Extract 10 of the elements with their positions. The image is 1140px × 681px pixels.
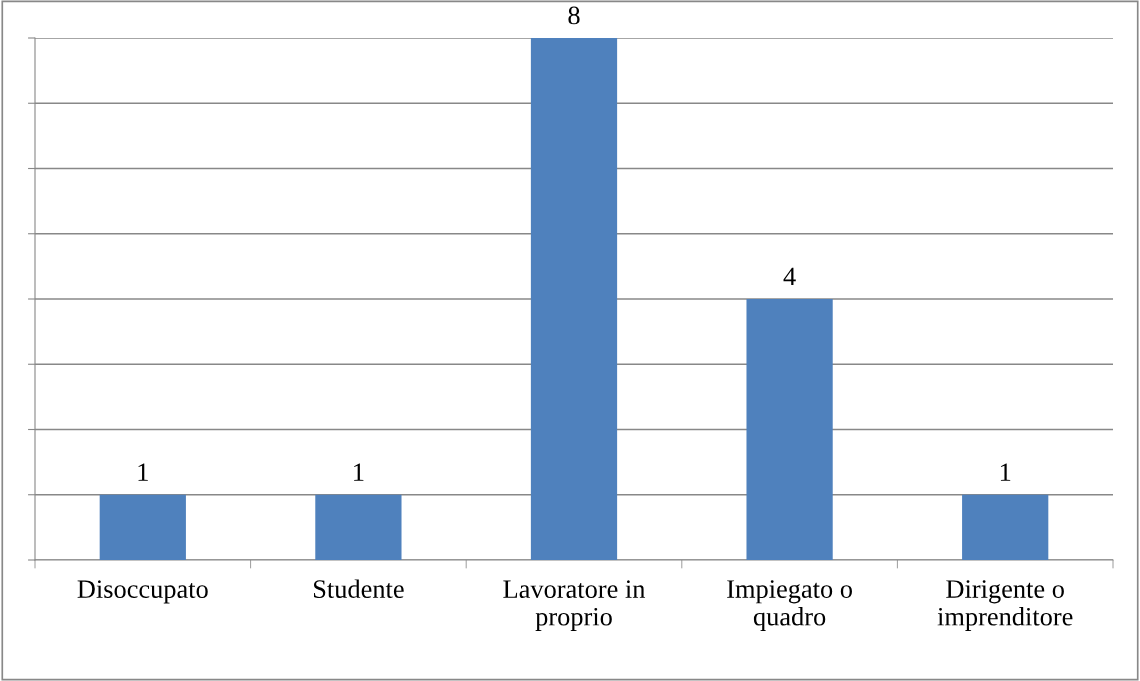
x-tick-label: Impiegato o quadro xyxy=(727,580,852,631)
x-tick-label: Lavoratore in proprio xyxy=(503,580,646,631)
data-label: 4 xyxy=(783,267,796,286)
data-label: 1 xyxy=(1000,463,1011,481)
data-label: 1 xyxy=(138,463,148,481)
x-tick-label: Studente xyxy=(313,579,404,599)
data-label: 1 xyxy=(354,463,364,481)
data-label: 8 xyxy=(568,6,580,25)
x-tick-label: Dirigente o imprenditore xyxy=(937,580,1073,631)
x-tick-label: Disoccupato xyxy=(77,580,208,604)
